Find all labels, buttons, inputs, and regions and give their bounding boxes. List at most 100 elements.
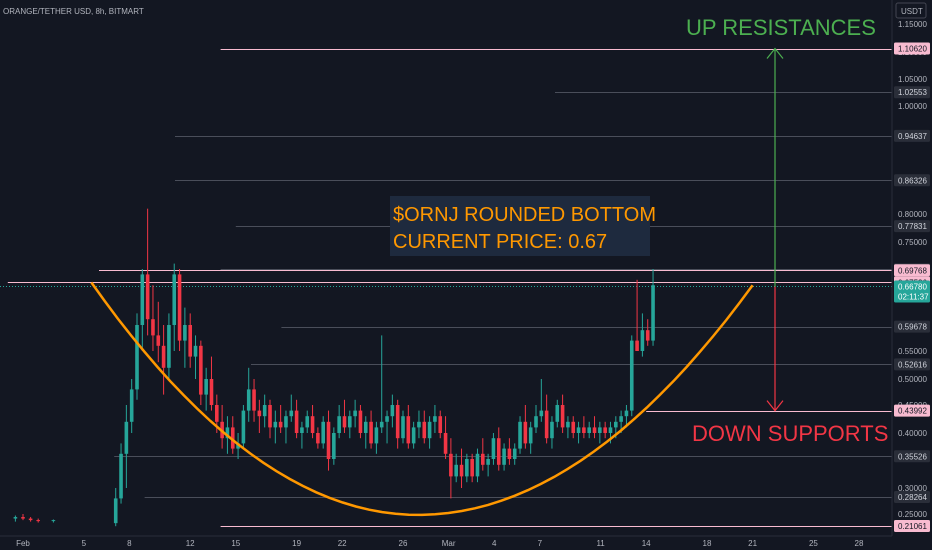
candle-body bbox=[289, 410, 294, 417]
candle-body bbox=[507, 448, 512, 459]
down-supports-label: DOWN SUPPORTS bbox=[692, 421, 888, 446]
current-price-badge-bg bbox=[894, 280, 930, 303]
candle-body bbox=[369, 421, 373, 444]
candle-body bbox=[465, 459, 469, 477]
candle-97 bbox=[603, 421, 607, 439]
candle-5 bbox=[113, 488, 118, 527]
candle-84 bbox=[534, 405, 538, 433]
candle-body bbox=[294, 410, 299, 433]
candle-body bbox=[523, 421, 528, 444]
candle-body bbox=[113, 498, 118, 524]
candle-50 bbox=[353, 399, 357, 428]
price-tick-10: 0.80000 bbox=[898, 210, 927, 219]
candle-body bbox=[204, 379, 208, 395]
candle-65 bbox=[433, 405, 437, 433]
level-label-1: 1.02553 bbox=[894, 86, 930, 99]
level-label-bg bbox=[894, 42, 930, 55]
candle-body bbox=[459, 464, 464, 477]
candle-body bbox=[167, 325, 171, 368]
candle-41 bbox=[305, 410, 310, 433]
candle-body bbox=[624, 410, 629, 417]
level-label-6: 0.69768 bbox=[894, 264, 930, 277]
time-tick-4: 15 bbox=[231, 539, 240, 548]
time-tick-11: 11 bbox=[596, 539, 605, 548]
candle-body bbox=[385, 416, 389, 422]
time-axis: Feb 5 8 12 15 19 22 26 Mar 4 7 11 14 18 21 25 28 bbox=[0, 535, 892, 548]
candle-10 bbox=[140, 269, 145, 351]
candle-body bbox=[348, 416, 352, 428]
candle-8 bbox=[129, 379, 134, 433]
level-label-bg bbox=[894, 520, 930, 532]
level-label-text: 0.52616 bbox=[898, 360, 927, 369]
currency-badge[interactable] bbox=[895, 2, 927, 19]
candle-body bbox=[321, 421, 325, 444]
candle-51 bbox=[358, 405, 363, 439]
candle-body bbox=[374, 427, 379, 444]
time-tick-12: 14 bbox=[642, 539, 651, 548]
candle-21 bbox=[199, 340, 203, 405]
candle-body bbox=[438, 416, 443, 433]
candle-83 bbox=[528, 421, 533, 454]
candle-body bbox=[342, 416, 347, 428]
candle-body bbox=[268, 405, 272, 428]
candle-57 bbox=[390, 394, 395, 428]
time-tick-2: 8 bbox=[127, 539, 132, 548]
annotation-current-price: CURRENT PRICE: 0.67 bbox=[393, 231, 607, 253]
candle-body bbox=[241, 410, 246, 444]
candle-79 bbox=[507, 438, 512, 465]
candle-81 bbox=[518, 416, 522, 454]
candle-29 bbox=[241, 405, 246, 449]
candle-55 bbox=[379, 335, 384, 433]
candle-body bbox=[119, 453, 123, 499]
symbol-label: ORANGE/TETHER USD, 8h, BITMART bbox=[3, 7, 144, 16]
candle-95 bbox=[592, 416, 597, 439]
candle-101 bbox=[624, 405, 629, 428]
time-tick-3: 12 bbox=[186, 539, 195, 548]
candle-body bbox=[316, 433, 320, 444]
candle-body bbox=[427, 421, 432, 439]
candle-30 bbox=[246, 367, 251, 422]
candle-102 bbox=[629, 335, 634, 417]
candle-49 bbox=[348, 410, 352, 439]
price-tick-6: 0.55000 bbox=[898, 347, 927, 356]
candle-body bbox=[598, 427, 602, 433]
level-label-text: 0.77831 bbox=[898, 222, 927, 231]
candle-37 bbox=[284, 410, 288, 444]
annotation-box-bg bbox=[390, 196, 650, 256]
candle-body bbox=[449, 453, 453, 477]
time-ticks: Feb 5 8 12 15 19 22 26 Mar 4 7 11 14 18 21 25 28 bbox=[16, 539, 864, 548]
candle-body bbox=[156, 335, 161, 346]
time-tick-15: 25 bbox=[809, 539, 818, 548]
candle-80 bbox=[512, 443, 517, 465]
candle-body bbox=[576, 427, 581, 433]
candle-body bbox=[183, 325, 187, 341]
candle-body bbox=[225, 427, 230, 439]
candle-31 bbox=[252, 379, 256, 422]
rounded-bottom-path bbox=[90, 281, 754, 517]
candle-39 bbox=[294, 399, 299, 439]
level-label-bg bbox=[894, 358, 930, 371]
candle-body bbox=[582, 427, 586, 433]
candle-85 bbox=[539, 379, 544, 422]
candle-11 bbox=[145, 208, 150, 336]
level-label-bg bbox=[894, 264, 930, 277]
candle-body bbox=[305, 416, 310, 428]
level-label-bg bbox=[894, 86, 930, 99]
price-tick-0: 0.25000 bbox=[898, 510, 927, 519]
level-label-11: 0.35526 bbox=[894, 450, 930, 463]
candle-body bbox=[550, 421, 554, 439]
candle-body bbox=[140, 274, 145, 325]
candle-body bbox=[51, 520, 56, 522]
candle-46 bbox=[332, 427, 336, 465]
candle-45 bbox=[326, 410, 331, 471]
candle-body bbox=[395, 405, 400, 439]
time-tick-13: 18 bbox=[703, 539, 712, 548]
level-label-text: 0.86326 bbox=[898, 176, 927, 185]
candle-body bbox=[193, 345, 198, 357]
level-label-bg bbox=[894, 491, 930, 504]
candle-3 bbox=[36, 518, 40, 523]
candle-body bbox=[262, 405, 267, 417]
time-tick-14: 21 bbox=[748, 539, 757, 548]
